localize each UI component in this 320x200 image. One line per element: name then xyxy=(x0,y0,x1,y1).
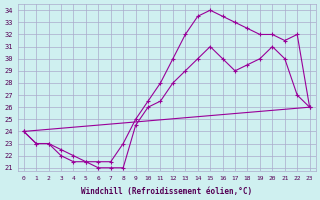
X-axis label: Windchill (Refroidissement éolien,°C): Windchill (Refroidissement éolien,°C) xyxy=(81,187,252,196)
